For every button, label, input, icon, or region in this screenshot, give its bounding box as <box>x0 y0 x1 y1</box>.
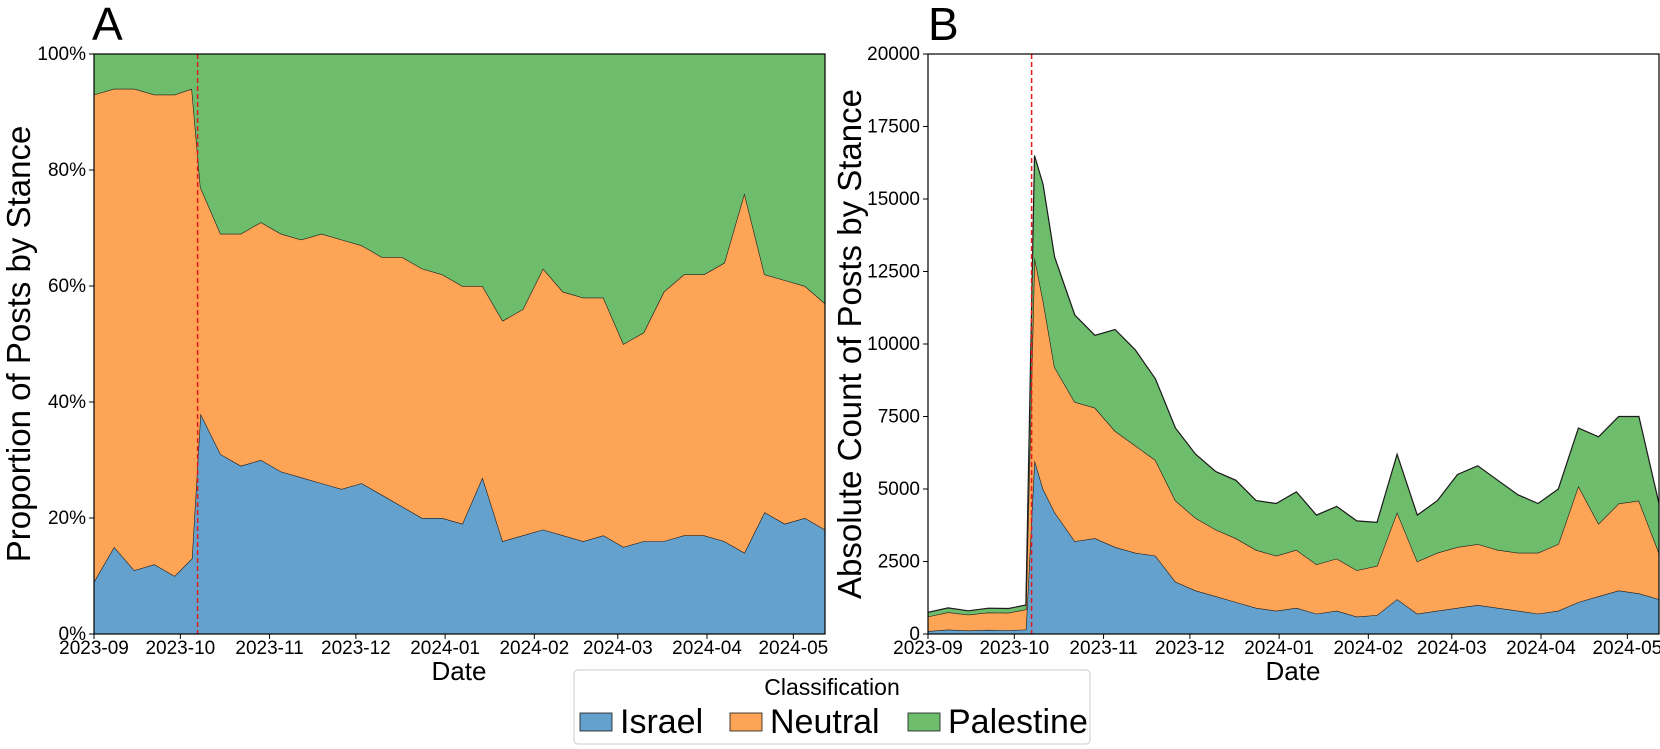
legend-swatch-israel <box>579 712 613 732</box>
panel-b-areas <box>927 155 1660 634</box>
b-ytick-label: 10000 <box>867 334 920 355</box>
b-ytick-label: 5000 <box>878 479 920 500</box>
a-area-neutral <box>94 88 825 582</box>
b-xtick-label: 2024-04 <box>1506 638 1576 659</box>
b-boundary-total <box>927 155 1660 613</box>
legend-swatch-palestine <box>907 712 941 732</box>
a-xtick-label: 2023-09 <box>59 638 129 659</box>
legend-title: Classification <box>764 674 900 700</box>
panel-a-areas <box>93 54 826 634</box>
a-ytick-label: 80% <box>48 160 86 181</box>
b-ytick-label: 0 <box>909 624 920 645</box>
a-xtick-label: 2024-02 <box>499 638 569 659</box>
panel-a-ylabel: Proportion of Posts by Stance <box>0 126 37 563</box>
legend: Classification Israel Neutral Palestine <box>573 669 1091 745</box>
b-ytick-label: 17500 <box>867 117 920 138</box>
legend-label-palestine: Palestine <box>948 703 1088 741</box>
legend-label-israel: Israel <box>620 703 703 741</box>
panel-a-frame <box>93 53 826 635</box>
legend-box <box>573 669 1091 745</box>
panel-b-label: B <box>928 0 959 50</box>
legend-swatch-neutral <box>729 712 763 732</box>
a-xtick-label: 2024-01 <box>410 638 480 659</box>
panel-a-label: A <box>92 0 123 50</box>
a-xtick-label: 2024-03 <box>583 638 653 659</box>
panel-a-y-ticks: 0% 20% 40% 60% 80% 100% <box>37 44 94 645</box>
b-area-neutral <box>928 257 1659 632</box>
b-ytick-label: 12500 <box>867 262 920 283</box>
a-xtick-label: 2023-12 <box>321 638 391 659</box>
b-xtick-label: 2024-01 <box>1244 638 1314 659</box>
b-xtick-label: 2023-10 <box>979 638 1049 659</box>
panel-b-xlabel: Date <box>1266 656 1321 686</box>
panel-a-xlabel: Date <box>432 656 487 686</box>
panel-a-x-ticks: 2023-09 2023-10 2023-11 2023-12 2024-01 2024-… <box>59 634 828 659</box>
a-xtick-label: 2023-11 <box>235 638 303 659</box>
b-area-palestine <box>928 155 1659 617</box>
panel-b: B 0 2500 5000 7500 10000 12500 15000 17500 20000… <box>831 0 1660 686</box>
b-ytick-label: 7500 <box>878 407 920 428</box>
b-ytick-label: 2500 <box>878 552 920 573</box>
a-xtick-label: 2024-05 <box>758 638 828 659</box>
a-area-palestine <box>94 54 825 344</box>
b-ytick-label: 20000 <box>867 44 920 65</box>
b-xtick-label: 2023-11 <box>1069 638 1137 659</box>
b-area-israel <box>928 460 1659 634</box>
a-ytick-label: 40% <box>48 392 86 413</box>
a-ytick-label: 0% <box>59 624 87 645</box>
panel-a: A 0%20%40%60%80%100% 2023-09 2023-10 2023-… <box>0 0 828 686</box>
panel-b-y-ticks: 0 2500 5000 7500 10000 12500 15000 17500 20000 <box>867 44 928 645</box>
b-xtick-label: 2024-02 <box>1333 638 1403 659</box>
b-ytick-label: 15000 <box>867 189 920 210</box>
a-area-israel <box>94 413 825 634</box>
panel-b-ylabel: Absolute Count of Posts by Stance <box>831 89 868 599</box>
b-xtick-label: 2023-09 <box>893 638 963 659</box>
b-xtick-label: 2024-05 <box>1592 638 1660 659</box>
b-xtick-label: 2024-03 <box>1417 638 1487 659</box>
b-xtick-label: 2023-12 <box>1155 638 1225 659</box>
legend-label-neutral: Neutral <box>770 703 880 741</box>
a-ytick-label: 100% <box>37 44 86 65</box>
a-xtick-label: 2024-04 <box>672 638 742 659</box>
a-xtick-label: 2023-10 <box>145 638 215 659</box>
a-ytick-label: 20% <box>48 508 86 529</box>
panel-b-x-ticks: 2023-09 2023-10 2023-11 2023-12 2024-01 2024-… <box>893 634 1660 659</box>
a-ytick-label: 60% <box>48 276 86 297</box>
